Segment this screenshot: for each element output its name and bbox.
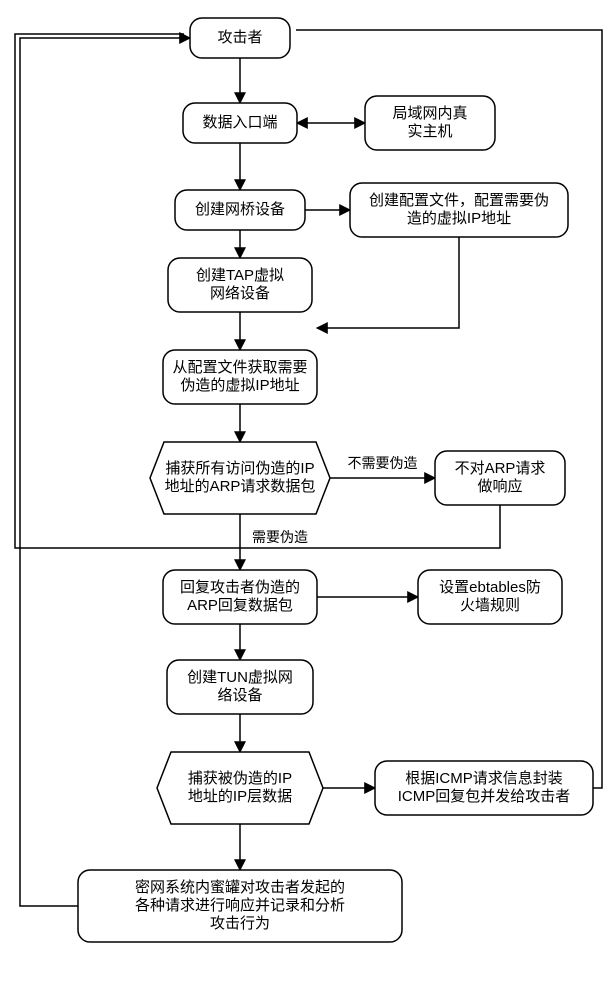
node-label: 从配置文件获取需要 [172, 359, 307, 376]
node-label: 数据入口端 [202, 114, 277, 131]
node-label: ARP回复数据包 [187, 596, 293, 614]
n_ipcheck: 捕获被伪造的IP地址的IP层数据 [157, 752, 323, 824]
node-label: 设置ebtables防 [439, 579, 541, 596]
node-label: 捕获所有访问伪造的IP [165, 460, 314, 477]
node-label: ICMP回复包并发给攻击者 [398, 787, 571, 805]
edge-label: 需要伪造 [252, 529, 308, 545]
node-label: 捕获被伪造的IP [188, 770, 292, 787]
n_tun: 创建TUN虚拟网络设备 [167, 660, 313, 714]
node-label: 创建TAP虚拟 [196, 267, 284, 284]
node-label: 创建网桥设备 [195, 201, 285, 218]
node-label: 局域网内真 [392, 104, 467, 122]
n_bridge: 创建网桥设备 [175, 190, 305, 230]
node-label: 密网系统内蜜罐对攻击者发起的 [135, 879, 345, 896]
node-label: 地址的IP层数据 [188, 788, 292, 805]
n_ebtables: 设置ebtables防火墙规则 [418, 570, 562, 624]
node-label: 做响应 [477, 477, 522, 495]
node-label: 攻击者 [217, 29, 262, 46]
n_arpreply: 回复攻击者伪造的ARP回复数据包 [163, 570, 317, 624]
n_realhost: 局域网内真实主机 [365, 96, 495, 150]
node-label: 攻击行为 [210, 915, 270, 932]
node-label: 回复攻击者伪造的 [180, 578, 300, 596]
node-label: 创建TUN虚拟网 [187, 669, 293, 686]
n_tap: 创建TAP虚拟网络设备 [168, 258, 312, 312]
n_entry: 数据入口端 [183, 103, 297, 143]
node-label: 地址的ARP请求数据包 [165, 478, 316, 495]
edge-label: 不需要伪造 [348, 455, 418, 471]
node-label: 伪造的虚拟IP地址 [180, 377, 299, 394]
node-label: 络设备 [217, 687, 262, 704]
node-label: 不对ARP请求 [455, 460, 546, 477]
n_icmp: 根据ICMP请求信息封装ICMP回复包并发给攻击者 [375, 761, 593, 815]
node-label: 实主机 [407, 123, 452, 140]
n_getcfg: 从配置文件获取需要伪造的虚拟IP地址 [163, 350, 317, 404]
n_honeypot: 密网系统内蜜罐对攻击者发起的各种请求进行响应并记录和分析攻击行为 [78, 870, 402, 942]
node-label: 根据ICMP请求信息封装 [405, 770, 563, 787]
n_noarp: 不对ARP请求做响应 [435, 451, 565, 505]
n_arpcheck: 捕获所有访问伪造的IP地址的ARP请求数据包 [150, 442, 330, 514]
node-label: 网络设备 [210, 285, 270, 302]
node-label: 造的虚拟IP地址 [407, 210, 511, 227]
n_attacker: 攻击者 [190, 18, 290, 58]
node-label: 创建配置文件，配置需要伪 [369, 192, 549, 209]
n_cfgfile: 创建配置文件，配置需要伪造的虚拟IP地址 [350, 183, 568, 237]
node-label: 火墙规则 [460, 597, 520, 614]
node-label: 各种请求进行响应并记录和分析 [135, 896, 345, 914]
